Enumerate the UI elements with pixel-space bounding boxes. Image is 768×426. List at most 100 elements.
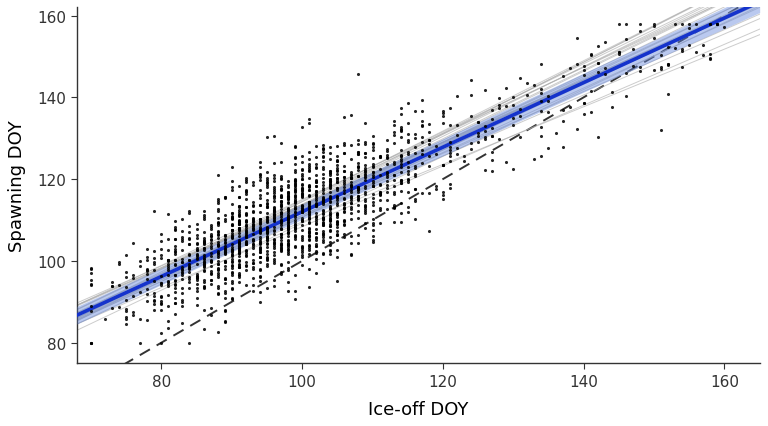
Point bbox=[303, 200, 316, 207]
Point bbox=[409, 196, 421, 203]
Point bbox=[197, 267, 210, 274]
Point bbox=[310, 200, 323, 207]
Point bbox=[317, 214, 329, 221]
Point bbox=[366, 216, 379, 223]
Point bbox=[338, 174, 350, 181]
Point bbox=[226, 235, 238, 242]
Point bbox=[395, 148, 407, 155]
Point bbox=[282, 183, 294, 190]
Point bbox=[331, 232, 343, 239]
Point bbox=[219, 280, 231, 287]
Point bbox=[247, 251, 259, 258]
Point bbox=[415, 122, 428, 129]
Point bbox=[177, 320, 189, 327]
Point bbox=[177, 270, 189, 276]
Point bbox=[331, 219, 343, 226]
Point bbox=[359, 173, 372, 179]
Point bbox=[253, 244, 266, 251]
Point bbox=[409, 163, 421, 170]
Point bbox=[84, 340, 97, 346]
Point bbox=[317, 155, 329, 161]
Point bbox=[211, 270, 223, 277]
Point bbox=[275, 242, 287, 249]
Point bbox=[296, 153, 308, 160]
Point bbox=[184, 251, 196, 258]
Point bbox=[296, 237, 308, 244]
Point bbox=[296, 176, 308, 183]
Point bbox=[303, 233, 316, 240]
Point bbox=[282, 245, 294, 251]
Point bbox=[289, 201, 301, 207]
Point bbox=[282, 279, 294, 285]
Point bbox=[346, 184, 358, 191]
Point bbox=[219, 295, 231, 302]
Point bbox=[275, 210, 287, 217]
Point bbox=[486, 168, 498, 175]
Point bbox=[197, 259, 210, 266]
Point bbox=[211, 228, 223, 235]
Point bbox=[169, 281, 181, 288]
Point bbox=[261, 248, 273, 255]
Point bbox=[120, 274, 132, 281]
Point bbox=[253, 174, 266, 181]
Point bbox=[197, 245, 210, 251]
Point bbox=[141, 317, 154, 324]
Point bbox=[233, 273, 245, 280]
Point bbox=[233, 211, 245, 218]
Point bbox=[479, 136, 492, 143]
Point bbox=[359, 175, 372, 181]
Point bbox=[226, 227, 238, 233]
Point bbox=[240, 241, 252, 248]
Point bbox=[324, 205, 336, 212]
Point bbox=[353, 164, 365, 171]
Point bbox=[120, 284, 132, 291]
Point bbox=[395, 180, 407, 187]
Point bbox=[226, 253, 238, 259]
Point bbox=[204, 243, 217, 250]
Point bbox=[190, 275, 203, 282]
Point bbox=[353, 137, 365, 144]
Point bbox=[204, 281, 217, 288]
Point bbox=[296, 205, 308, 212]
Point bbox=[353, 184, 365, 191]
Point bbox=[162, 265, 174, 271]
Point bbox=[346, 197, 358, 204]
Point bbox=[331, 171, 343, 178]
Point bbox=[275, 199, 287, 206]
Point bbox=[331, 163, 343, 170]
Point bbox=[219, 233, 231, 239]
Point bbox=[655, 67, 667, 74]
Point bbox=[253, 230, 266, 236]
Point bbox=[317, 239, 329, 246]
Point bbox=[296, 262, 308, 269]
Point bbox=[578, 100, 590, 107]
Point bbox=[346, 194, 358, 201]
Point bbox=[282, 206, 294, 213]
Point bbox=[331, 214, 343, 221]
Point bbox=[303, 187, 316, 194]
Point bbox=[289, 205, 301, 212]
Point bbox=[219, 276, 231, 283]
Point bbox=[275, 245, 287, 251]
Point bbox=[268, 218, 280, 225]
Point bbox=[324, 182, 336, 189]
Point bbox=[515, 106, 527, 113]
Point bbox=[268, 175, 280, 182]
Point bbox=[366, 164, 379, 170]
Point bbox=[303, 150, 316, 156]
Point bbox=[197, 283, 210, 290]
Point bbox=[359, 220, 372, 227]
Point bbox=[233, 225, 245, 232]
Point bbox=[359, 208, 372, 215]
Point bbox=[197, 237, 210, 244]
Point bbox=[289, 198, 301, 204]
Point bbox=[275, 203, 287, 210]
Point bbox=[247, 222, 259, 228]
Point bbox=[317, 147, 329, 153]
Point bbox=[261, 230, 273, 237]
Point bbox=[500, 86, 512, 92]
Point bbox=[324, 211, 336, 218]
Point bbox=[353, 187, 365, 193]
Point bbox=[296, 193, 308, 200]
Point bbox=[275, 245, 287, 252]
